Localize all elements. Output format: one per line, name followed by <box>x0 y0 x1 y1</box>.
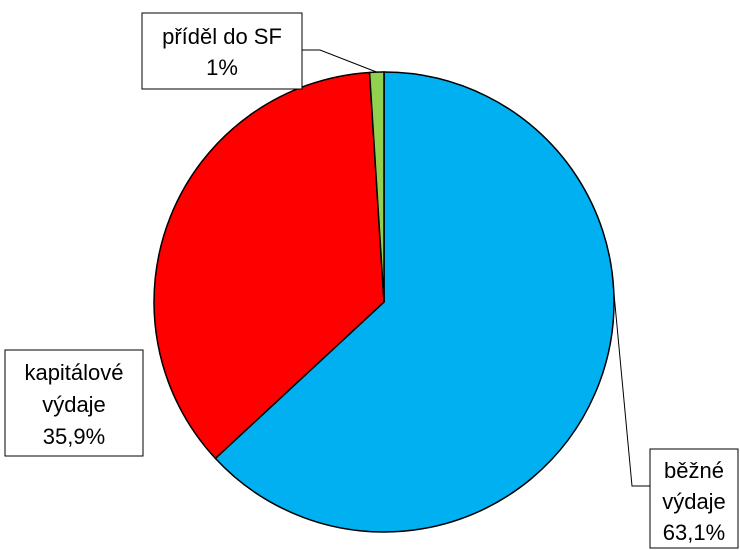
label-sf: příděl do SF 1% <box>141 12 303 90</box>
label-kapitalove: kapitálové výdaje 35,9% <box>4 349 144 457</box>
slice-bezne-vydaje <box>214 71 615 533</box>
label-sf-box <box>141 12 303 90</box>
label-bezne-box <box>649 448 739 549</box>
leader-line-bezne <box>611 270 650 487</box>
label-kapitalove-box <box>4 349 144 457</box>
label-kapitalove-line-2: výdaje <box>42 392 106 417</box>
label-bezne-line-1: běžné <box>664 458 724 483</box>
label-sf-line-1: příděl do SF <box>162 24 282 49</box>
label-bezne-line-2: výdaje <box>662 489 726 514</box>
leader-lines <box>302 49 650 487</box>
pie-slices <box>153 71 615 533</box>
label-bezne: běžné výdaje 63,1% <box>649 448 739 549</box>
label-bezne-value: 63,1% <box>663 520 725 545</box>
label-kapitalove-line-1: kapitálové <box>24 360 123 385</box>
label-kapitalove-value: 35,9% <box>43 424 105 449</box>
leader-line-sf <box>302 49 377 73</box>
label-sf-value: 1% <box>206 55 238 80</box>
